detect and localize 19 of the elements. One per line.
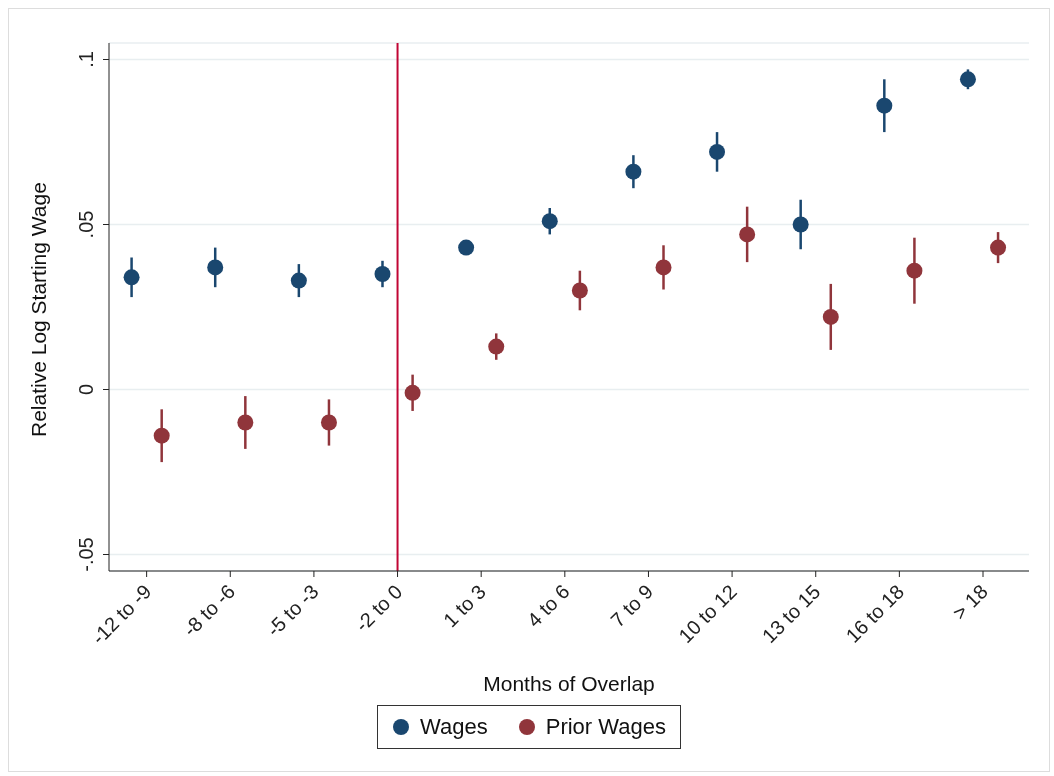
x-tick-label: -5 to -3 <box>262 580 323 641</box>
x-tick-label: 13 to 15 <box>757 580 825 647</box>
x-tick-label: 16 to 18 <box>841 580 909 647</box>
legend-label: Wages <box>419 714 488 740</box>
x-tick-label: -2 to 0 <box>350 580 407 636</box>
x-tick-label: 4 to 6 <box>522 580 574 632</box>
y-tick-label: 0 <box>75 383 97 396</box>
x-tick-label: > 18 <box>948 580 992 624</box>
x-tick-label: 1 to 3 <box>439 580 491 632</box>
y-tick-label: -.05 <box>75 537 97 572</box>
y-axis-title: Relative Log Starting Wage <box>27 182 51 437</box>
legend-label: Prior Wages <box>544 714 666 740</box>
y-tick-label: .05 <box>75 210 97 239</box>
x-tick-label: 10 to 12 <box>674 580 741 647</box>
x-tick-label: -12 to -9 <box>87 580 156 649</box>
x-tick-label: -8 to -6 <box>178 580 240 641</box>
x-axis-title: Months of Overlap <box>483 672 655 695</box>
y-tick-label: .1 <box>75 51 97 68</box>
x-tick-label: 7 to 9 <box>606 580 658 632</box>
